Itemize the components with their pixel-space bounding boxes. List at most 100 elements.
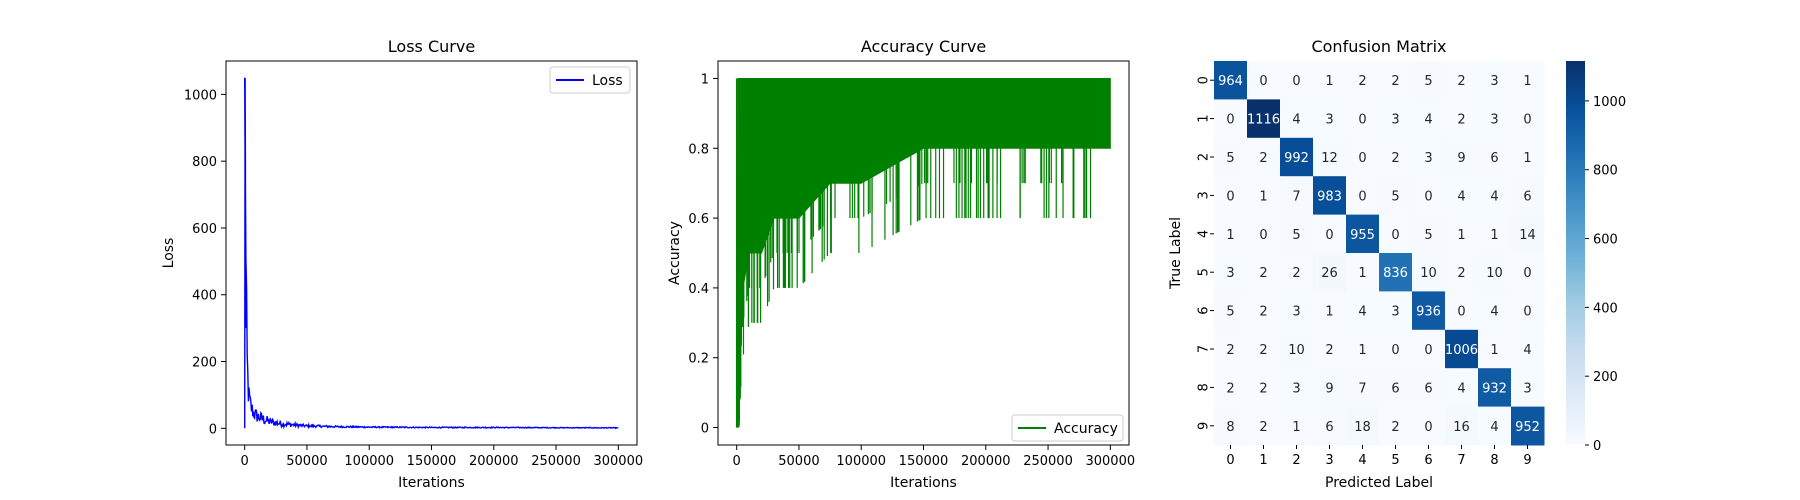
- confusion-cell-value: 3: [1490, 113, 1498, 128]
- accuracy-y-tick-label: 0.6: [688, 212, 709, 227]
- accuracy-legend-label: Accuracy: [1054, 421, 1118, 437]
- confusion-cell-value: 4: [1490, 189, 1498, 204]
- confusion-cell: [1214, 176, 1248, 216]
- confusion-cell-value: 1: [1259, 189, 1267, 204]
- confusion-cell: [1280, 61, 1314, 100]
- confusion-cell: [1280, 253, 1314, 292]
- confusion-x-tick-label: 4: [1358, 453, 1366, 468]
- confusion-x-tick-label: 1: [1259, 453, 1267, 468]
- confusion-cell: [1313, 137, 1347, 177]
- loss-x-tick-label: 50000: [286, 454, 327, 469]
- confusion-cell-value: 964: [1218, 74, 1243, 89]
- confusion-y-tick-label: 0: [1197, 76, 1212, 84]
- confusion-cell: [1511, 368, 1545, 408]
- confusion-cell: [1478, 406, 1512, 446]
- loss-plot-area: 0 50000 100000 150000 200000 250000 300000 0 200…: [184, 60, 643, 469]
- confusion-x-tick-label: 9: [1523, 453, 1531, 468]
- confusion-cell: [1280, 406, 1314, 446]
- confusion-cell-value: 2: [1325, 343, 1333, 358]
- confusion-cell: [1445, 99, 1479, 139]
- confusion-cell: [1445, 137, 1479, 177]
- confusion-matrix-title: Confusion Matrix: [1311, 37, 1446, 56]
- confusion-cell: [1346, 99, 1380, 139]
- confusion-cell-value: 4: [1292, 113, 1300, 128]
- confusion-matrix-chart: Confusion Matrix Predicted Label True La…: [1168, 37, 1626, 491]
- confusion-cell-value: 1: [1325, 74, 1333, 89]
- confusion-cell-value: 0: [1259, 74, 1267, 89]
- confusion-cell: [1214, 291, 1248, 331]
- confusion-cell-value: 0: [1358, 151, 1366, 166]
- confusion-y-tick-label: 7: [1197, 345, 1212, 353]
- confusion-cell: [1511, 253, 1545, 292]
- confusion-cell-value: 1: [1490, 228, 1498, 243]
- confusion-cell: [1280, 329, 1314, 369]
- confusion-cell: [1445, 406, 1479, 446]
- confusion-cell: [1346, 61, 1380, 100]
- confusion-cell: [1379, 253, 1413, 292]
- confusion-cell-value: 1: [1358, 266, 1366, 281]
- confusion-cell-value: 2: [1457, 113, 1465, 128]
- colorbar-bar: [1566, 61, 1585, 445]
- confusion-cell-value: 3: [1424, 151, 1432, 166]
- confusion-cell-value: 6: [1490, 151, 1498, 166]
- confusion-cell: [1379, 137, 1413, 177]
- confusion-cell: [1445, 214, 1479, 254]
- accuracy-plot-area: 0 50000 100000 150000 200000 250000 300000 0 0.2…: [688, 60, 1135, 469]
- confusion-cell: [1511, 137, 1545, 177]
- accuracy-chart-title: Accuracy Curve: [861, 37, 986, 56]
- confusion-cell-value: 5: [1391, 189, 1399, 204]
- confusion-cell: [1247, 329, 1281, 369]
- confusion-cell: [1313, 214, 1347, 254]
- accuracy-x-tick-label: 200000: [961, 454, 1011, 469]
- accuracy-y-axis-label: Accuracy: [667, 221, 683, 285]
- loss-x-tick-label: 250000: [531, 454, 581, 469]
- confusion-cell-value: 5: [1424, 228, 1432, 243]
- accuracy-y-tick-label: 0.4: [688, 282, 709, 297]
- confusion-cell: [1280, 368, 1314, 408]
- confusion-cell-value: 10: [1420, 266, 1437, 281]
- confusion-cell: [1445, 253, 1479, 292]
- confusion-cell-value: 2: [1391, 74, 1399, 89]
- confusion-cell-value: 4: [1424, 113, 1432, 128]
- confusion-cell-value: 2: [1391, 420, 1399, 435]
- confusion-cell-value: 992: [1284, 151, 1309, 166]
- confusion-cell-value: 6: [1391, 381, 1399, 396]
- confusion-cell: [1379, 214, 1413, 254]
- accuracy-chart: Accuracy Curve Iterations Accuracy 0 5000…: [667, 37, 1135, 491]
- confusion-cell: [1313, 368, 1347, 408]
- confusion-cell: [1511, 406, 1545, 446]
- confusion-cell: [1280, 99, 1314, 139]
- confusion-cell-value: 4: [1457, 381, 1465, 396]
- confusion-cell-value: 0: [1358, 113, 1366, 128]
- confusion-cell-value: 2: [1226, 343, 1234, 358]
- loss-y-axis-label: Loss: [161, 238, 177, 269]
- confusion-cell-value: 3: [1523, 381, 1531, 396]
- confusion-cell-value: 7: [1358, 381, 1366, 396]
- confusion-cell-value: 4: [1490, 420, 1498, 435]
- confusion-cell-value: 9: [1325, 381, 1333, 396]
- confusion-cell-value: 3: [1490, 74, 1498, 89]
- loss-legend: Loss: [549, 66, 631, 94]
- confusion-cell: [1478, 329, 1512, 369]
- confusion-cell-value: 2: [1358, 74, 1366, 89]
- accuracy-x-tick-label: 50000: [778, 454, 819, 469]
- confusion-cell-value: 3: [1391, 305, 1399, 320]
- confusion-cell-value: 3: [1292, 381, 1300, 396]
- loss-y-tick-label: 0: [209, 422, 217, 437]
- loss-x-tick-label: 150000: [407, 454, 457, 469]
- confusion-cell: [1511, 176, 1545, 216]
- confusion-cell: [1247, 368, 1281, 408]
- confusion-cell-value: 932: [1482, 381, 1507, 396]
- confusion-cell-value: 0: [1523, 305, 1531, 320]
- confusion-cell-value: 12: [1321, 151, 1338, 166]
- confusion-cell-value: 18: [1354, 420, 1371, 435]
- confusion-cell: [1346, 253, 1380, 292]
- confusion-cell: [1412, 406, 1446, 446]
- confusion-cell: [1412, 291, 1446, 331]
- confusion-cell-value: 0: [1259, 228, 1267, 243]
- confusion-cell: [1478, 61, 1512, 100]
- confusion-cell-value: 3: [1226, 266, 1234, 281]
- confusion-cell: [1280, 291, 1314, 331]
- confusion-cell-value: 1: [1226, 228, 1234, 243]
- confusion-y-tick-label: 5: [1197, 268, 1212, 276]
